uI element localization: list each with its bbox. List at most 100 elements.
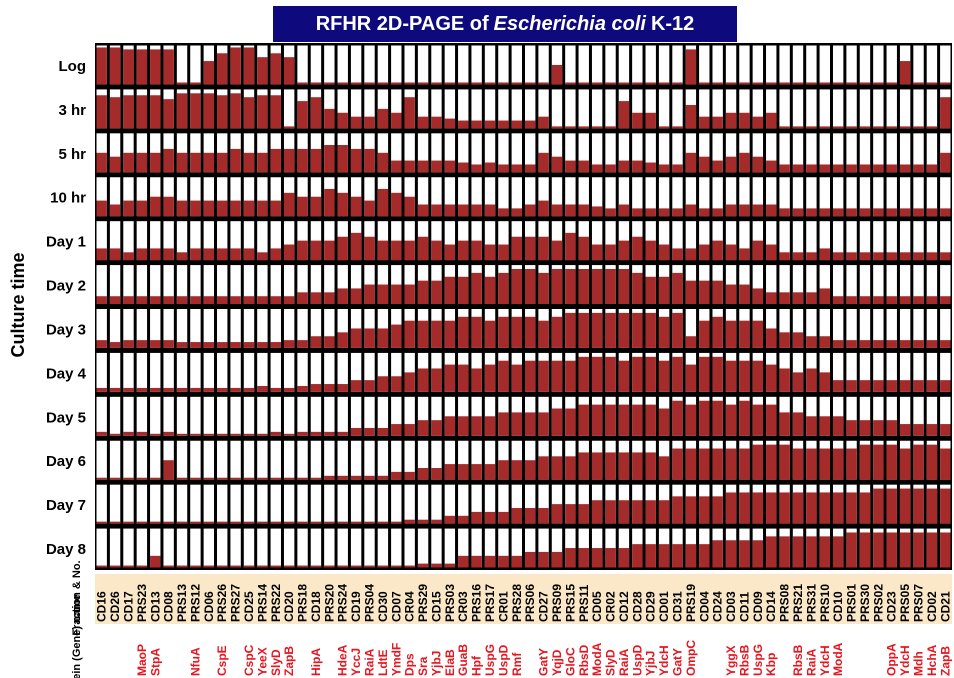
fraction-label: CD08 xyxy=(162,591,176,622)
bar-7-37 xyxy=(591,356,603,392)
bar-6-41 xyxy=(645,312,656,348)
cell-0-6 xyxy=(176,45,188,85)
cell-0-43 xyxy=(672,45,683,85)
fraction-label: CD30 xyxy=(376,591,390,622)
bar-6-63 xyxy=(940,340,951,348)
bar-9-12 xyxy=(257,477,268,480)
cell-1-31 xyxy=(511,89,522,129)
bar-10-12 xyxy=(257,521,268,524)
cell-9-26 xyxy=(444,440,456,480)
cell-4-5 xyxy=(163,221,174,261)
protein-label: MaoP xyxy=(135,644,149,676)
bar-11-15 xyxy=(297,565,308,568)
cell-10-31 xyxy=(511,484,522,524)
cell-11-26 xyxy=(444,528,456,568)
cell-3-57 xyxy=(859,177,871,217)
bar-3-30 xyxy=(498,208,509,217)
bar-1-6 xyxy=(176,93,188,129)
cell-3-23 xyxy=(404,177,415,217)
bar-1-55 xyxy=(832,126,844,129)
cell-11-31 xyxy=(511,528,522,568)
bar-9-3 xyxy=(136,477,148,480)
cell-9-15 xyxy=(297,440,308,480)
fraction-label: PRS20 xyxy=(322,584,336,622)
bar-2-19 xyxy=(350,148,362,173)
fraction-label: CD27 xyxy=(537,591,551,622)
bar-2-22 xyxy=(391,160,402,173)
bar-3-60 xyxy=(899,208,911,217)
cell-3-11 xyxy=(243,177,255,217)
cell-5-50 xyxy=(766,265,777,304)
fraction-label: CD12 xyxy=(617,591,631,622)
bar-8-34 xyxy=(551,408,563,436)
bar-1-10 xyxy=(230,93,241,129)
cell-5-12 xyxy=(257,265,268,304)
cell-2-46 xyxy=(712,133,723,173)
cell-6-3 xyxy=(136,309,148,348)
protein-label: StpA xyxy=(148,648,162,676)
bar-1-47 xyxy=(725,112,737,129)
cell-0-62 xyxy=(926,45,938,85)
cell-6-5 xyxy=(163,309,174,348)
bar-2-17 xyxy=(324,145,335,173)
bar-8-40 xyxy=(632,404,643,436)
bar-4-61 xyxy=(913,252,924,261)
bar-5-63 xyxy=(940,296,951,304)
bar-7-22 xyxy=(391,376,402,392)
bar-9-57 xyxy=(859,444,871,480)
protein-label: OppA xyxy=(885,643,899,676)
bar-1-49 xyxy=(752,116,764,129)
bar-0-28 xyxy=(471,82,482,85)
bar-10-52 xyxy=(792,492,804,524)
cell-6-56 xyxy=(846,309,857,348)
bar-8-16 xyxy=(310,431,322,436)
bar-3-32 xyxy=(525,204,536,217)
bar-7-3 xyxy=(136,387,148,392)
fraction-label: CD20 xyxy=(282,591,296,622)
bar-3-43 xyxy=(672,208,683,217)
cell-5-5 xyxy=(163,265,174,304)
cell-1-54 xyxy=(819,89,830,129)
bar-5-15 xyxy=(297,292,308,304)
cell-1-24 xyxy=(417,89,429,129)
bar-4-63 xyxy=(940,252,951,261)
bar-5-47 xyxy=(725,284,737,304)
bar-11-50 xyxy=(766,536,777,568)
cell-11-32 xyxy=(525,528,536,568)
bar-9-51 xyxy=(779,444,790,480)
cell-4-56 xyxy=(846,221,857,261)
bar-7-62 xyxy=(926,380,938,392)
bar-2-44 xyxy=(685,152,697,173)
bar-2-53 xyxy=(806,164,817,173)
bar-8-37 xyxy=(591,404,603,436)
cell-2-59 xyxy=(886,133,897,173)
cell-9-28 xyxy=(471,440,482,480)
cell-11-3 xyxy=(136,528,148,568)
bar-7-30 xyxy=(498,360,509,392)
bar-1-5 xyxy=(163,99,174,129)
cell-7-4 xyxy=(150,352,161,392)
grid-frame xyxy=(95,43,952,570)
cell-5-7 xyxy=(190,265,201,304)
cell-7-13 xyxy=(270,352,281,392)
bar-7-18 xyxy=(337,384,348,392)
bar-9-37 xyxy=(591,452,603,480)
protein-label: Kbp xyxy=(764,653,778,676)
fraction-label: PRS29 xyxy=(416,584,430,622)
protein-label: Hpf xyxy=(470,655,484,676)
cell-3-27 xyxy=(458,177,469,217)
bar-1-61 xyxy=(913,126,924,129)
cell-11-1 xyxy=(109,528,121,568)
bar-8-52 xyxy=(792,412,804,436)
bar-11-41 xyxy=(645,544,656,568)
bar-4-5 xyxy=(163,248,174,261)
cell-3-55 xyxy=(832,177,844,217)
bar-10-28 xyxy=(471,511,482,524)
bar-9-49 xyxy=(752,444,764,480)
bar-5-43 xyxy=(672,272,683,304)
bar-7-57 xyxy=(859,380,871,392)
cell-0-58 xyxy=(873,45,884,85)
bar-1-56 xyxy=(846,126,857,129)
protein-label: LdtE xyxy=(376,649,390,676)
title-italic: Escherichia coli xyxy=(493,12,646,35)
